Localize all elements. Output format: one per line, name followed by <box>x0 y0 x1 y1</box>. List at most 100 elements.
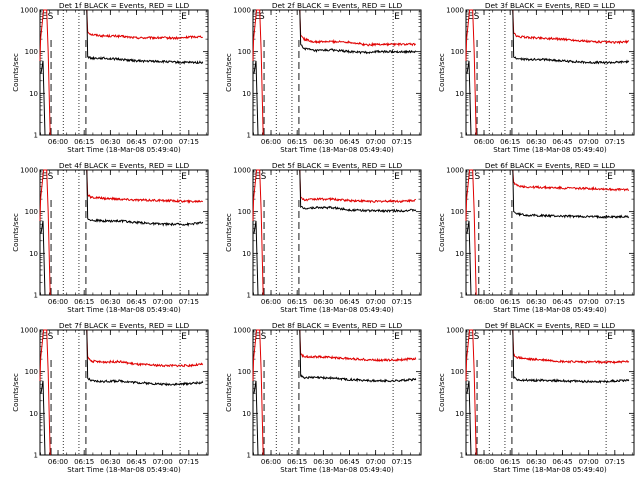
y-axis-label: Counts/sec <box>225 373 233 412</box>
lld-series-line <box>86 329 204 368</box>
event-marker-label: E <box>181 12 187 22</box>
events-series-line <box>86 169 204 227</box>
x-tick-label: 07:15 <box>605 458 625 466</box>
lld-series-line <box>299 169 417 204</box>
lld-initial-spike <box>252 329 264 456</box>
x-tick-label: 06:15 <box>74 138 94 146</box>
x-tick-label: 06:30 <box>313 458 333 466</box>
y-tick-label: 1000 <box>446 327 464 335</box>
x-tick-label: 06:30 <box>100 458 120 466</box>
x-tick-label: 06:15 <box>74 458 94 466</box>
chart-panel: Det 1f BLACK = Events, RED = LLD 1 10 100 10… <box>12 1 209 154</box>
x-tick-label: 06:00 <box>474 458 494 466</box>
events-series-line <box>299 169 417 214</box>
x-tick-label: 06:45 <box>126 138 146 146</box>
chart-title: Det 4f BLACK = Events, RED = LLD <box>59 161 190 170</box>
event-marker-label: E <box>181 172 187 182</box>
x-tick-label: 06:45 <box>552 138 572 146</box>
x-tick-label: 06:00 <box>48 138 68 146</box>
events-series-line <box>299 329 417 383</box>
y-axis-label: Counts/sec <box>12 213 20 252</box>
y-tick-label: 10 <box>455 250 464 258</box>
chart-title: Det 1f BLACK = Events, RED = LLD <box>59 1 190 10</box>
x-tick-label: 06:00 <box>474 138 494 146</box>
x-tick-label: 06:30 <box>526 138 546 146</box>
y-axis-label: Counts/sec <box>12 53 20 92</box>
events-initial-spike <box>40 60 46 136</box>
x-tick-label: 06:45 <box>339 458 359 466</box>
events-series-line <box>512 169 630 220</box>
x-tick-label: 06:00 <box>48 458 68 466</box>
events-initial-spike <box>253 380 259 456</box>
events-initial-spike <box>466 380 472 456</box>
event-marker-label: E <box>394 172 400 182</box>
y-tick-label: 100 <box>25 208 38 216</box>
y-tick-label: 10 <box>29 410 38 418</box>
event-marker-label: E <box>255 172 261 182</box>
lld-series-line <box>512 9 629 45</box>
y-tick-label: 10 <box>455 410 464 418</box>
lld-initial-spike <box>39 9 51 136</box>
x-tick-label: 06:00 <box>474 298 494 306</box>
x-tick-label: 06:45 <box>339 298 359 306</box>
events-initial-spike <box>253 220 259 296</box>
y-tick-label: 1 <box>247 132 251 140</box>
lld-series-line <box>299 329 417 363</box>
events-series-line <box>299 9 417 55</box>
y-axis-label: Counts/sec <box>438 373 446 412</box>
y-axis-label: Counts/sec <box>438 213 446 252</box>
chart-title: Det 3f BLACK = Events, RED = LLD <box>485 1 616 10</box>
x-tick-label: 07:15 <box>605 138 625 146</box>
x-tick-label: 07:15 <box>605 298 625 306</box>
y-tick-label: 100 <box>238 208 251 216</box>
chart-title: Det 9f BLACK = Events, RED = LLD <box>485 321 616 330</box>
chart-title: Det 8f BLACK = Events, RED = LLD <box>272 321 403 330</box>
plot-frame <box>252 9 422 136</box>
x-tick-label: 07:15 <box>392 138 412 146</box>
x-tick-label: 07:00 <box>153 138 173 146</box>
lld-initial-spike <box>465 9 477 136</box>
x-tick-label: 07:00 <box>579 458 599 466</box>
y-tick-label: 1000 <box>233 7 251 15</box>
y-tick-label: 1 <box>34 132 38 140</box>
event-marker-label: E <box>468 172 474 182</box>
x-axis-label: Start Time (18-Mar-08 05:49:40) <box>280 146 394 154</box>
plot-frame <box>252 169 422 296</box>
x-tick-label: 06:30 <box>526 458 546 466</box>
event-marker-label: E <box>607 12 613 22</box>
y-axis-label: Counts/sec <box>12 373 20 412</box>
lld-initial-spike <box>252 9 264 136</box>
events-series-line <box>86 329 204 387</box>
chart-title: Det 2f BLACK = Events, RED = LLD <box>272 1 403 10</box>
y-tick-label: 1 <box>34 292 38 300</box>
chart-panel: Det 6f BLACK = Events, RED = LLD 1 10 100 10… <box>438 161 635 314</box>
x-tick-label: 07:00 <box>153 458 173 466</box>
x-axis-label: Start Time (18-Mar-08 05:49:40) <box>493 306 607 314</box>
y-tick-label: 10 <box>242 250 251 258</box>
x-tick-label: 06:45 <box>126 458 146 466</box>
y-tick-label: 10 <box>29 90 38 98</box>
plot-frame <box>39 9 209 136</box>
y-tick-label: 100 <box>25 48 38 56</box>
y-tick-label: 1000 <box>20 7 38 15</box>
y-axis-label: Counts/sec <box>225 213 233 252</box>
event-marker-label: S <box>48 12 54 22</box>
y-tick-label: 1 <box>460 452 464 460</box>
y-axis-label: Counts/sec <box>438 53 446 92</box>
x-tick-label: 06:30 <box>100 138 120 146</box>
x-tick-label: 06:45 <box>552 298 572 306</box>
y-tick-label: 1000 <box>233 327 251 335</box>
x-tick-label: 07:15 <box>179 138 199 146</box>
y-tick-label: 10 <box>242 410 251 418</box>
chart-title: Det 6f BLACK = Events, RED = LLD <box>485 161 616 170</box>
plot-frame <box>465 9 635 136</box>
y-tick-label: 1 <box>247 452 251 460</box>
x-tick-label: 07:00 <box>366 138 386 146</box>
x-tick-label: 06:00 <box>261 138 281 146</box>
chart-title: Det 7f BLACK = Events, RED = LLD <box>59 321 190 330</box>
x-axis-label: Start Time (18-Mar-08 05:49:40) <box>493 466 607 474</box>
events-series-line <box>512 329 630 384</box>
lld-initial-spike <box>39 169 51 296</box>
x-tick-label: 06:30 <box>313 298 333 306</box>
event-marker-label: E <box>255 12 261 22</box>
